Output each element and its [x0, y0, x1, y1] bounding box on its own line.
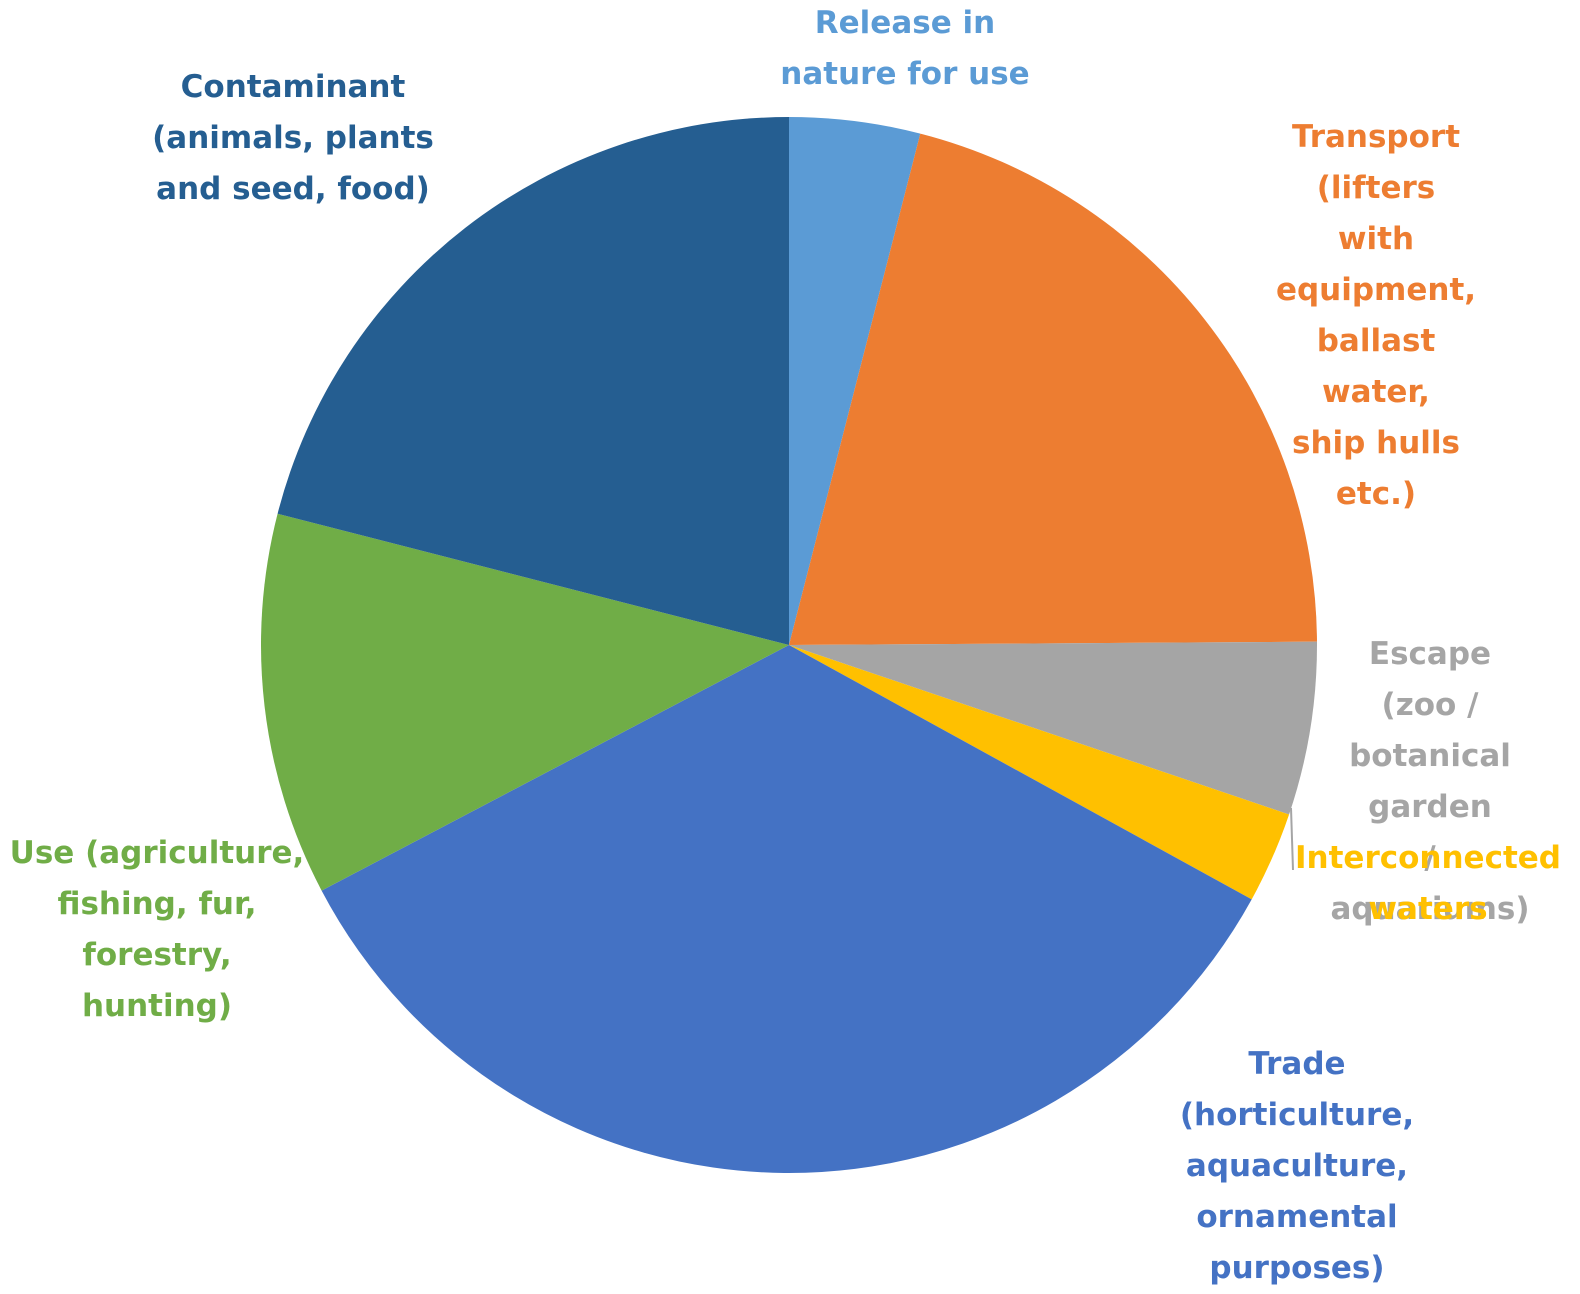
- label-contaminant: Contaminant (animals, plants and seed, f…: [152, 69, 434, 207]
- label-use: Use (agriculture, fishing, fur, forestry…: [9, 835, 305, 1024]
- pie-slice-transport: [789, 133, 1317, 646]
- pie-slice-contaminant: [277, 117, 789, 645]
- label-transport: Transport (lifters with equipment, balla…: [1275, 119, 1477, 512]
- pie-plot-area: [261, 117, 1318, 1174]
- label-interconnected-waters: Interconnected waters: [1295, 840, 1561, 927]
- pie-slice-release-in-nature: [789, 117, 921, 645]
- pie-chart: Release in nature for use Transport (lif…: [9, 5, 1561, 1286]
- label-escape: Escape (zoo / botanical garden / aquariu…: [1330, 636, 1530, 927]
- pie-slice-interconnected-waters: [789, 645, 1290, 900]
- pie-slice-use: [261, 513, 789, 891]
- pie-slice-escape: [789, 641, 1318, 815]
- pie-slice-trade: [321, 645, 1252, 1174]
- label-trade: Trade (horticulture, aquaculture, orname…: [1179, 1046, 1415, 1286]
- interconnected-waters-leader-line: [1290, 807, 1294, 871]
- label-release-in-nature: Release in nature for use: [780, 5, 1030, 92]
